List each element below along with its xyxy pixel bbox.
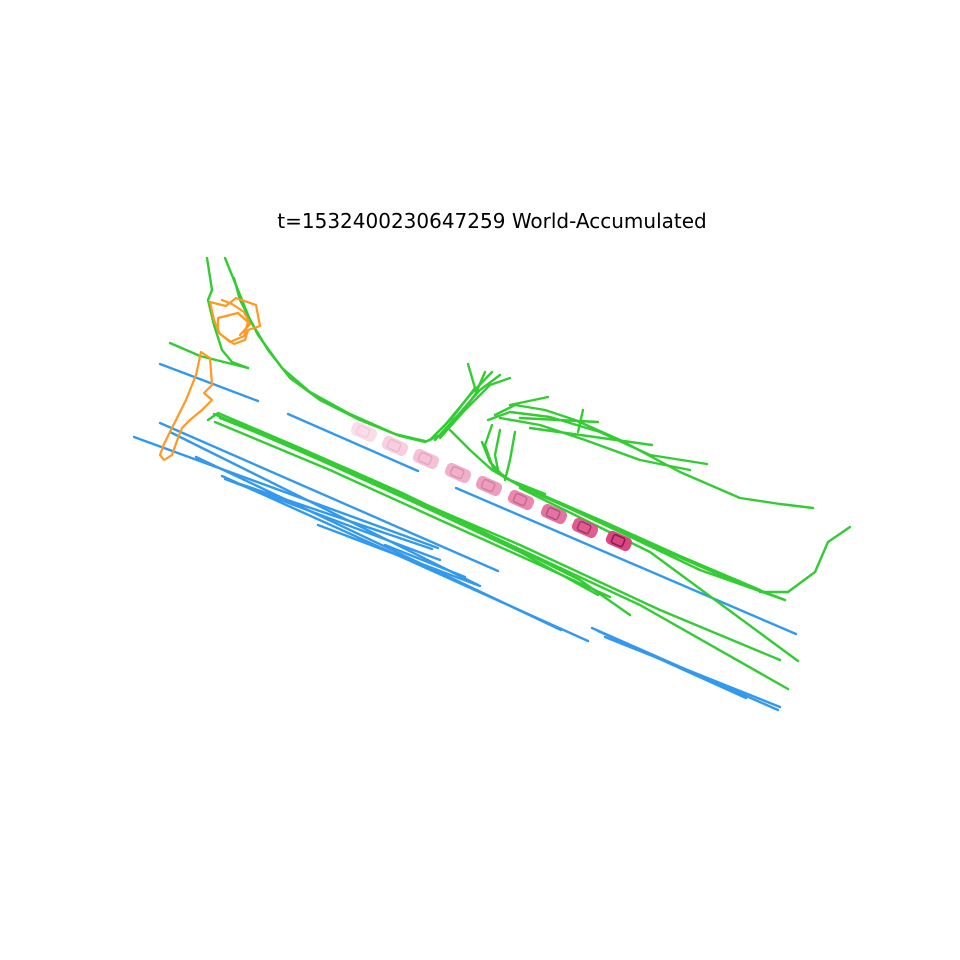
ego-vehicle-marker [350,421,378,443]
lane-divider [286,412,420,473]
road-boundary [433,373,502,442]
ped-crossing [220,298,252,337]
ped-crossing-layer [158,296,262,462]
ped-crossing [216,311,250,344]
ego-vehicle-marker [381,435,409,457]
lane-divider [238,482,434,551]
road-boundary [483,423,547,496]
lane-divider [158,421,500,573]
road-boundary [498,416,692,472]
road-boundary [528,426,654,447]
lane-divider-layer [132,362,798,712]
ego-vehicle-current [605,530,633,552]
road-boundary [503,430,517,482]
road-boundary [168,341,250,370]
ego-vehicle-marker [571,517,599,539]
road-boundary [518,486,800,663]
road-boundary [438,376,512,440]
road-boundary [758,525,852,594]
lane-divider [158,362,260,403]
lane-divider [383,543,467,579]
lane-divider [603,635,782,709]
road-boundary [206,411,632,617]
road-boundary [576,408,585,434]
lane-divider [454,486,798,636]
ego-vehicle-marker [444,462,472,484]
road-boundary [493,428,502,472]
ped-crossing [158,350,214,462]
lane-divider [168,430,480,587]
map-title: t=1532400230647259 World-Accumulated [277,209,707,233]
road-boundary [538,493,787,602]
road-boundary [232,276,427,443]
lane-divider [132,435,440,550]
road-boundary [428,362,477,442]
lane-divider [345,534,442,573]
road-boundary [228,418,782,662]
ego-vehicle-marker [412,448,440,470]
ego-vehicle-marker [540,503,568,525]
ego-vehicle-marker [507,489,535,511]
lane-divider [223,477,442,562]
ego-vehicle-marker [475,475,503,497]
road-boundary [223,256,487,444]
ego-vehicle-layer [350,421,633,552]
road-boundary [518,416,600,424]
road-boundary [205,256,250,370]
road-boundary [448,428,787,602]
road-boundary [508,395,550,407]
road-boundary [213,420,612,599]
road-boundary [486,410,709,466]
road-boundary-layer [168,256,852,691]
